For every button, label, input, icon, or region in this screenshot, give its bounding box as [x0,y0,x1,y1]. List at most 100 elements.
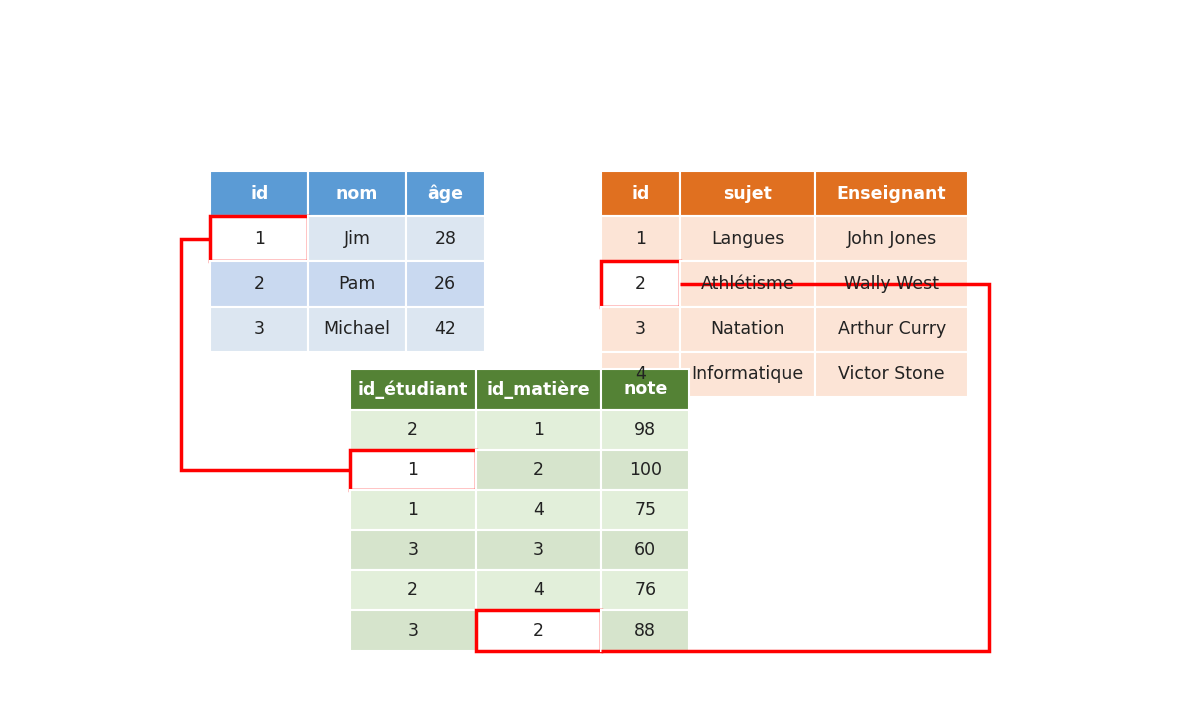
Text: 2: 2 [407,581,419,599]
Bar [601,410,689,450]
Bar [601,352,680,397]
Bar [350,571,475,611]
Text: Informatique: Informatique [691,365,804,383]
Text: Victor Stone: Victor Stone [839,365,944,383]
Text: 3: 3 [407,621,419,640]
Bar [815,307,968,352]
Bar [210,216,308,262]
Bar [475,370,601,410]
Bar [815,262,968,307]
Bar [680,307,815,352]
Text: 3: 3 [635,320,646,338]
Bar [210,307,308,352]
Text: 98: 98 [634,420,656,438]
Bar [350,490,475,530]
Bar [680,262,815,307]
Bar [406,216,485,262]
Bar [210,262,308,307]
Bar [475,611,601,651]
Bar [406,171,485,216]
Text: 1: 1 [407,460,419,479]
Bar [350,530,475,571]
Bar [815,216,968,262]
Text: 3: 3 [533,541,544,559]
Bar [350,450,475,490]
Bar [601,530,689,571]
Text: 88: 88 [635,621,656,640]
Bar [601,450,689,490]
Text: id_matière: id_matière [486,380,590,399]
Text: note: note [623,380,667,398]
Bar [815,352,968,397]
Text: 1: 1 [533,420,544,438]
Bar [406,307,485,352]
Text: 2: 2 [533,621,544,640]
Bar [601,571,689,611]
Text: sujet: sujet [724,184,772,203]
Bar [308,262,406,307]
Bar [308,307,406,352]
Bar [680,171,815,216]
Text: 2: 2 [533,460,544,479]
Text: Enseignant: Enseignant [836,184,947,203]
Text: Wally West: Wally West [844,275,940,293]
Text: 2: 2 [635,275,646,293]
Bar [350,450,475,490]
Text: 4: 4 [635,365,646,383]
Text: John Jones: John Jones [846,230,937,248]
Bar [350,611,475,651]
Text: 28: 28 [434,230,456,248]
Text: Jim: Jim [343,230,371,248]
Bar [601,307,680,352]
Bar [475,490,601,530]
Bar [210,216,308,262]
Bar [308,171,406,216]
Bar [350,410,475,450]
Bar [680,216,815,262]
Bar [475,450,601,490]
Bar [475,530,601,571]
Text: 1: 1 [635,230,646,248]
Bar [601,611,689,651]
Text: 42: 42 [434,320,456,338]
Bar [475,611,601,651]
Bar [601,370,689,410]
Bar [601,490,689,530]
Bar [815,171,968,216]
Bar [350,370,475,410]
Text: id_étudiant: id_étudiant [358,380,468,399]
Text: Langues: Langues [710,230,785,248]
Text: Pam: Pam [338,275,376,293]
Text: nom: nom [336,184,378,203]
Text: 1: 1 [253,230,265,248]
Text: Michael: Michael [324,320,390,338]
Bar [475,571,601,611]
Bar [308,216,406,262]
Bar [601,171,680,216]
Bar [601,216,680,262]
Bar [680,352,815,397]
Text: Athlétisme: Athlétisme [701,275,794,293]
Text: 4: 4 [533,581,544,599]
Bar [601,262,680,307]
Text: 4: 4 [533,501,544,519]
Text: Arthur Curry: Arthur Curry [838,320,946,338]
Text: id: id [631,184,649,203]
Text: 26: 26 [434,275,456,293]
Text: 100: 100 [629,460,661,479]
Text: 3: 3 [407,541,419,559]
Text: 3: 3 [253,320,265,338]
Text: Natation: Natation [710,320,785,338]
Text: 60: 60 [634,541,656,559]
Text: 1: 1 [407,501,419,519]
Text: 75: 75 [635,501,656,519]
Text: 76: 76 [634,581,656,599]
Text: âge: âge [427,184,463,203]
Bar [601,262,680,307]
Text: 2: 2 [407,420,419,438]
Text: 2: 2 [253,275,265,293]
Text: id: id [250,184,269,203]
Bar [475,410,601,450]
Bar [406,262,485,307]
Bar [210,171,308,216]
